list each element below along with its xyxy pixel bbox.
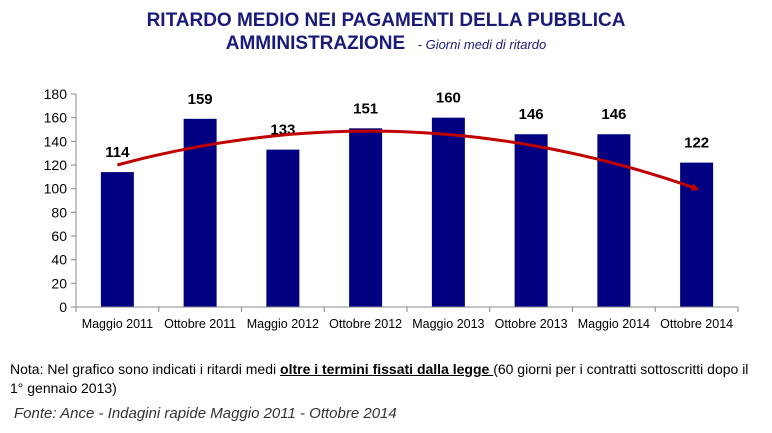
data-label: 159: [188, 91, 213, 108]
x-tick-label: Ottobre 2014: [660, 317, 733, 331]
y-tick-label: 80: [51, 204, 67, 220]
chart-title-line1: RITARDO MEDIO NEI PAGAMENTI DELLA PUBBLI…: [146, 10, 626, 31]
bar: [431, 117, 465, 308]
y-tick-label: 140: [44, 133, 68, 149]
bar: [183, 118, 217, 307]
x-tick-label: Maggio 2013: [412, 317, 484, 331]
x-tick-label: Ottobre 2011: [164, 317, 236, 331]
bar: [349, 128, 383, 307]
y-tick-label: 160: [44, 110, 68, 126]
data-label: 151: [353, 100, 378, 117]
note-prefix: Nota: Nel grafico sono indicati i ritard…: [10, 361, 281, 377]
note-suffix: (60 giorni per i contratti sottoscritti …: [10, 361, 749, 396]
x-tick-label: Maggio 2012: [247, 317, 319, 331]
y-tick-label: 180: [44, 86, 68, 102]
y-tick-label: 100: [44, 181, 68, 197]
chart-subtitle: - Giorni medi di ritardo: [417, 37, 547, 52]
source-note: Fonte: Ance - Indagini rapide Maggio 201…: [14, 405, 397, 422]
data-label: 146: [601, 106, 626, 123]
trend-curve: [117, 129, 700, 191]
chart-title-word: AMMINISTRAZIONE: [225, 33, 406, 54]
data-label: 122: [684, 135, 709, 152]
y-tick-label: 0: [59, 299, 67, 315]
x-axis: Maggio 2011 Ottobre 2011 Maggio 2012 Ottobr…: [75, 306, 739, 331]
note: Nota: Nel grafico sono indicati i ritard…: [10, 360, 765, 398]
x-tick-label: Maggio 2011: [82, 317, 153, 331]
y-tick-label: 60: [51, 228, 67, 244]
data-label: 114: [105, 144, 130, 161]
x-tick-label: Ottobre 2012: [329, 317, 402, 331]
bar: [514, 134, 548, 307]
bar: [266, 149, 300, 307]
note-emphasis: oltre i termini fissati dalla legge: [280, 361, 494, 377]
bar: [100, 172, 134, 307]
chart-title-line2: AMMINISTRAZIONE - Giorni medi di ritardo: [0, 33, 772, 55]
y-tick-label: 120: [44, 157, 68, 173]
y-tick-label: 40: [51, 252, 67, 268]
data-label: 160: [436, 90, 461, 107]
trend-arrow: [117, 129, 700, 191]
y-tick-label: 20: [51, 275, 67, 291]
bars: [100, 117, 714, 308]
x-tick-label: Ottobre 2013: [495, 317, 568, 331]
x-tick-label: Maggio 2014: [578, 317, 650, 331]
y-axis: 0 20 40 60 80 100 120 140 160 180: [44, 86, 77, 315]
data-label: 146: [519, 106, 544, 123]
